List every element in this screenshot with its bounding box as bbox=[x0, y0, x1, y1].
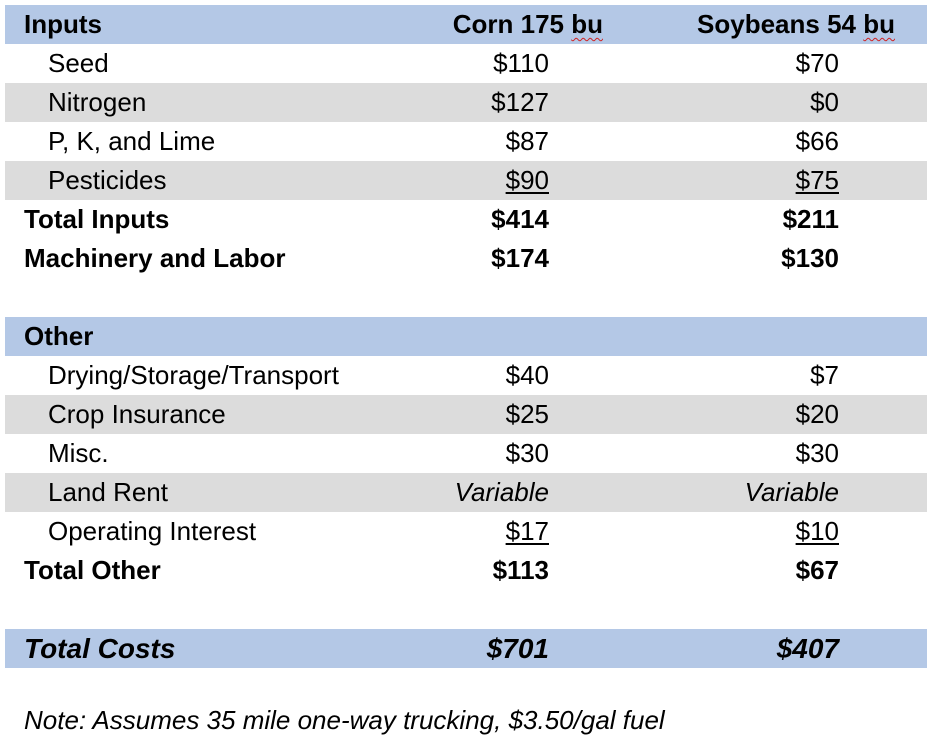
corn-column-header: Corn 175 bu bbox=[453, 5, 603, 44]
soy-value: $407 bbox=[776, 633, 839, 664]
corn-value: $110 bbox=[493, 48, 549, 78]
table-row: Misc. $30 $30 bbox=[5, 434, 927, 473]
table-row: Pesticides $90 $75 bbox=[5, 161, 927, 200]
soy-value: Variable bbox=[744, 477, 839, 507]
row-label: Machinery and Labor bbox=[24, 243, 286, 273]
cost-table: Inputs Corn 175 bu Soybeans 54 bu Seed $… bbox=[5, 5, 927, 668]
row-label: Total Other bbox=[24, 555, 161, 585]
table-row: Crop Insurance $25 $20 bbox=[5, 395, 927, 434]
table-row: P, K, and Lime $87 $66 bbox=[5, 122, 927, 161]
soy-header-name: Soybeans 54 bbox=[697, 9, 864, 39]
row-label: Drying/Storage/Transport bbox=[48, 360, 339, 390]
table-row: Operating Interest $17 $10 bbox=[5, 512, 927, 551]
soybean-column-header: Soybeans 54 bu bbox=[697, 5, 895, 44]
inputs-heading: Inputs bbox=[24, 9, 102, 39]
row-label: Nitrogen bbox=[48, 87, 147, 117]
table-row: Nitrogen $127 $0 bbox=[5, 83, 927, 122]
corn-value: $174 bbox=[491, 243, 549, 273]
soy-value: $20 bbox=[795, 399, 839, 429]
table-row: Drying/Storage/Transport $40 $7 bbox=[5, 356, 927, 395]
soy-value: $67 bbox=[795, 555, 839, 585]
other-heading: Other bbox=[24, 321, 94, 351]
row-label: P, K, and Lime bbox=[48, 126, 216, 156]
row-label: Total Costs bbox=[24, 633, 176, 664]
corn-value: $40 bbox=[505, 360, 549, 390]
row-label: Misc. bbox=[48, 438, 109, 468]
soy-value: $0 bbox=[810, 87, 839, 117]
spacer-row bbox=[5, 278, 927, 317]
row-label: Operating Interest bbox=[48, 516, 257, 546]
corn-value: $414 bbox=[491, 204, 549, 234]
footnote: Note: Assumes 35 mile one-way trucking, … bbox=[24, 705, 665, 735]
table-row: Land Rent Variable Variable bbox=[5, 473, 927, 512]
row-label: Seed bbox=[48, 48, 109, 78]
other-header-row: Other bbox=[5, 317, 927, 356]
corn-header-unit: bu bbox=[571, 9, 603, 39]
corn-value: $87 bbox=[505, 126, 549, 156]
row-label: Pesticides bbox=[48, 165, 167, 195]
soy-value: $10 bbox=[795, 516, 839, 546]
soy-value: $211 bbox=[782, 204, 839, 234]
header-row: Inputs Corn 175 bu Soybeans 54 bu bbox=[5, 5, 927, 44]
corn-value: $25 bbox=[505, 399, 549, 429]
soy-value: $70 bbox=[795, 48, 839, 78]
machinery-labor-row: Machinery and Labor $174 $130 bbox=[5, 239, 927, 278]
total-costs-row: Total Costs $701 $407 bbox=[5, 629, 927, 668]
spacer-row bbox=[5, 590, 927, 629]
corn-value: $90 bbox=[505, 165, 549, 195]
corn-value: $127 bbox=[491, 87, 549, 117]
corn-value: $113 bbox=[492, 555, 549, 585]
soy-value: $75 bbox=[795, 165, 839, 195]
row-label: Crop Insurance bbox=[48, 399, 226, 429]
corn-header-name: Corn 175 bbox=[452, 9, 572, 39]
corn-value: $17 bbox=[505, 516, 549, 546]
row-label: Land Rent bbox=[48, 477, 168, 507]
total-other-row: Total Other $113 $67 bbox=[5, 551, 927, 590]
table-row: Seed $110 $70 bbox=[5, 44, 927, 83]
corn-value: $701 bbox=[486, 633, 549, 664]
corn-value: $30 bbox=[505, 438, 549, 468]
row-label: Total Inputs bbox=[24, 204, 170, 234]
soy-value: $66 bbox=[795, 126, 839, 156]
soy-value: $7 bbox=[810, 360, 839, 390]
total-inputs-row: Total Inputs $414 $211 bbox=[5, 200, 927, 239]
soy-header-unit: bu bbox=[863, 9, 895, 39]
soy-value: $30 bbox=[795, 438, 839, 468]
soy-value: $130 bbox=[781, 243, 839, 273]
corn-value: Variable bbox=[454, 477, 549, 507]
